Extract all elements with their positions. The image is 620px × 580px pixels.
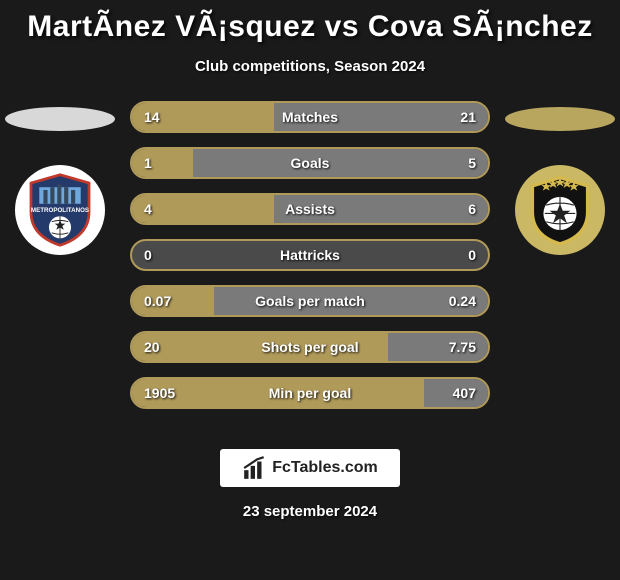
club-badge-left: METROPOLITANOS — [15, 165, 105, 255]
gold-shield-icon — [522, 172, 598, 248]
stat-label: Goals per match — [132, 293, 488, 309]
date-label: 23 september 2024 — [0, 503, 620, 520]
branding-badge: FcTables.com — [220, 449, 400, 487]
stat-row: 46Assists — [130, 193, 490, 225]
club-badge-right — [515, 165, 605, 255]
stat-label: Assists — [132, 201, 488, 217]
stat-row: 207.75Shots per goal — [130, 331, 490, 363]
stat-label: Shots per goal — [132, 339, 488, 355]
svg-text:METROPOLITANOS: METROPOLITANOS — [31, 207, 89, 214]
stat-label: Goals — [132, 155, 488, 171]
stat-label: Matches — [132, 109, 488, 125]
stat-label: Min per goal — [132, 385, 488, 401]
stat-row: 1421Matches — [130, 101, 490, 133]
chart-icon — [242, 455, 268, 481]
player-ellipse-right — [505, 107, 615, 131]
stat-row: 0.070.24Goals per match — [130, 285, 490, 317]
shield-icon: METROPOLITANOS — [22, 172, 98, 248]
stat-row: 00Hattricks — [130, 239, 490, 271]
stat-bars: 1421Matches 15Goals 46Assists 00Hattricks 0.… — [130, 101, 490, 409]
left-player-column: METROPOLITANOS — [0, 101, 120, 255]
stat-label: Hattricks — [132, 247, 488, 263]
comparison-content: METROPOLITANOS — [0, 101, 620, 431]
season-subtitle: Club competitions, Season 2024 — [0, 58, 620, 75]
branding-text: FcTables.com — [272, 459, 378, 477]
stat-row: 1905407Min per goal — [130, 377, 490, 409]
player-ellipse-left — [5, 107, 115, 131]
right-player-column — [500, 101, 620, 255]
comparison-title: MartÃ­nez VÃ¡squez vs Cova SÃ¡nchez — [0, 0, 620, 44]
stat-row: 15Goals — [130, 147, 490, 179]
